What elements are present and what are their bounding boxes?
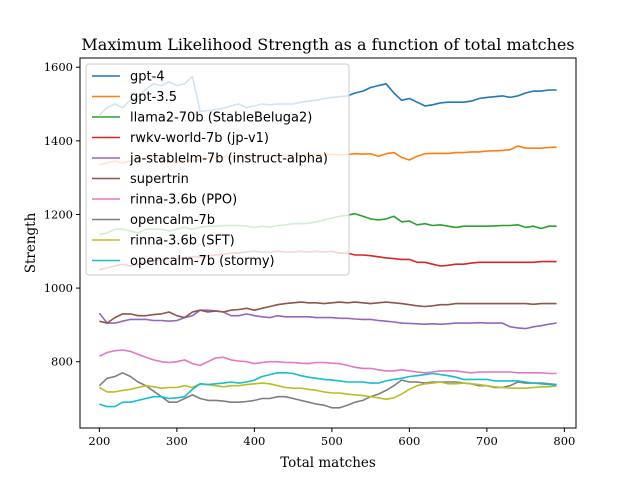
x-tick-label: 700: [476, 434, 498, 448]
x-tick-label: 200: [88, 434, 110, 448]
y-axis: 800 1000 1200 1400 1600: [44, 60, 80, 369]
series-line-9: [99, 371, 557, 408]
chart-title: Maximum Likelihood Strength as a functio…: [81, 35, 574, 54]
legend-label-5: supertrin: [130, 172, 189, 187]
legend-label-7: opencalm-7b: [130, 213, 215, 228]
y-tick-label: 1200: [44, 207, 73, 221]
legend-box: [85, 63, 350, 276]
x-tick-label: 600: [398, 434, 420, 448]
legend-label-4: ja-stablelm-7b (instruct-alpha): [129, 152, 328, 167]
legend-label-8: rinna-3.6b (SFT): [130, 234, 235, 249]
x-tick-label: 500: [321, 434, 343, 448]
plot-frame: [79, 57, 577, 429]
series-line-5: [99, 301, 557, 324]
x-axis-label: Total matches: [280, 455, 376, 471]
legend-label-6: rinna-3.6b (PPO): [130, 193, 237, 208]
y-tick-label: 800: [51, 355, 73, 369]
legend-label-9: opencalm-7b (stormy): [130, 254, 275, 269]
y-tick-label: 1000: [44, 281, 73, 295]
series-line-8: [99, 381, 557, 401]
y-tick-label: 1600: [44, 60, 73, 74]
x-tick-label: 300: [166, 434, 188, 448]
series-line-4: [98, 309, 557, 330]
x-tick-label: 400: [243, 434, 265, 448]
legend-label-0: gpt-4: [130, 70, 165, 85]
series-line-6: [99, 349, 557, 375]
legend-label-3: rwkv-world-7b (jp-v1): [130, 131, 269, 146]
x-axis: 200 300 400 500 600 700 800: [88, 428, 575, 448]
x-tick-label: 800: [553, 434, 575, 448]
y-tick-label: 1400: [44, 134, 73, 148]
y-axis-label: Strength: [23, 212, 39, 273]
series-line-7: [98, 371, 557, 409]
legend: gpt-4 gpt-3.5 llama2-70b (StableBeluga2) rw…: [85, 63, 350, 276]
legend-label-2: llama2-70b (StableBeluga2): [130, 111, 312, 126]
legend-label-1: gpt-3.5: [130, 90, 177, 105]
